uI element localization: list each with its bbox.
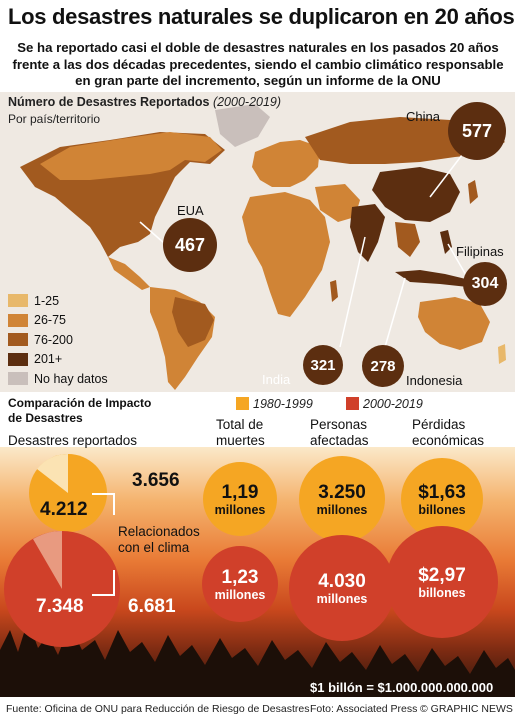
disasters-new-value: 7.348 bbox=[36, 596, 84, 617]
climate-new-value: 6.681 bbox=[128, 596, 176, 617]
affected-header: Personas afectadas bbox=[310, 417, 369, 448]
deaths-header: Total de muertes bbox=[216, 417, 265, 448]
madagascar-shape bbox=[330, 280, 338, 302]
comparison-heading: Comparación de Impacto de Desastres bbox=[8, 396, 152, 425]
legend-period-old: 1980-1999 bbox=[236, 397, 313, 411]
deaths-new-unit: millones bbox=[214, 587, 266, 602]
billion-note: $1 billón = $1.000.000.000.000 bbox=[310, 680, 494, 695]
deaths-old-circle: 1,19 millones bbox=[203, 462, 277, 536]
legend-label: 26-75 bbox=[34, 313, 66, 328]
indonesia-shape bbox=[395, 270, 470, 287]
china-shape bbox=[372, 167, 460, 222]
india-label: India bbox=[262, 372, 291, 387]
map-subheading: Por país/territorio bbox=[8, 112, 101, 126]
southeast-asia-shape bbox=[395, 222, 420, 257]
china-label: China bbox=[406, 109, 440, 124]
japan-shape bbox=[468, 180, 478, 204]
brand-credit: © GRAPHIC NEWS bbox=[420, 703, 513, 715]
footer: Fuente: Oficina de ONU para Reducción de… bbox=[0, 697, 515, 719]
affected-old-circle: 3.250 millones bbox=[299, 456, 385, 542]
affected-old-value: 3.250 bbox=[318, 481, 366, 503]
affected-new-unit: millones bbox=[316, 591, 368, 606]
legend-swatch bbox=[8, 294, 28, 308]
climate-label: Relacionados con el clima bbox=[118, 524, 200, 555]
losses-new-unit: billones bbox=[418, 585, 466, 600]
legend-swatch-new bbox=[346, 397, 359, 410]
forest-silhouette bbox=[0, 620, 515, 697]
india-shape bbox=[350, 204, 385, 262]
legend-label: 201+ bbox=[34, 352, 63, 367]
source-credit: Fuente: Oficina de ONU para Reducción de… bbox=[6, 703, 310, 715]
canada-shape bbox=[40, 132, 222, 180]
losses-new-circle: $2,97 billones bbox=[386, 526, 498, 638]
china-bubble: 577 bbox=[448, 102, 506, 160]
climate-old-value: 3.656 bbox=[132, 470, 180, 491]
usa-bubble: 467 bbox=[163, 218, 217, 272]
legend-label: 76-200 bbox=[34, 332, 73, 347]
legend-item: 26-75 bbox=[8, 311, 108, 331]
world-map bbox=[20, 104, 506, 390]
legend-label: No hay datos bbox=[34, 371, 108, 386]
brazil-shape bbox=[172, 297, 214, 347]
legend-swatch bbox=[8, 313, 28, 327]
legend-swatch bbox=[8, 333, 28, 347]
indonesia-leader-line bbox=[384, 277, 406, 348]
deaths-new-circle: 1,23 millones bbox=[202, 546, 278, 622]
page-title: Los desastres naturales se duplicaron en… bbox=[8, 4, 515, 29]
deaths-new-value: 1,23 bbox=[221, 566, 259, 588]
legend-period-new: 2000-2019 bbox=[346, 397, 423, 411]
pie-old-nonclimate bbox=[37, 453, 68, 493]
legend-item: 1-25 bbox=[8, 291, 108, 311]
indonesia-label: Indonesia bbox=[406, 373, 463, 388]
affected-new-circle: 4.030 millones bbox=[289, 535, 395, 641]
philippines-bubble: 304 bbox=[463, 262, 507, 306]
central-america-shape bbox=[108, 257, 150, 290]
usa-label: EUA bbox=[177, 203, 204, 218]
disasters-old-pie bbox=[29, 453, 107, 532]
new-zealand-shape bbox=[498, 344, 506, 364]
disasters-header: Desastres reportados bbox=[8, 433, 138, 448]
australia-shape bbox=[418, 297, 490, 350]
legend-item: 201+ bbox=[8, 350, 108, 370]
india-bubble: 321 bbox=[303, 345, 343, 385]
africa-shape bbox=[242, 192, 330, 317]
europe-shape bbox=[252, 140, 320, 187]
philippines-label: Filipinas bbox=[456, 244, 504, 259]
legend-label: 1-25 bbox=[34, 293, 60, 308]
greenland-shape bbox=[215, 104, 270, 147]
climate-connector bbox=[92, 493, 115, 596]
map-heading: Número de Desastres Reportados (2000-201… bbox=[8, 95, 282, 109]
photo-credit: Foto: Associated Press bbox=[310, 703, 418, 715]
losses-new-value: $2,97 bbox=[418, 564, 466, 586]
affected-old-unit: millones bbox=[316, 502, 368, 517]
disasters-new-pie bbox=[4, 531, 120, 647]
legend-item: No hay datos bbox=[8, 369, 108, 389]
legend-swatch bbox=[8, 372, 28, 386]
disasters-old-value: 4.212 bbox=[40, 499, 88, 520]
losses-header: Pérdidas económicas bbox=[412, 417, 485, 448]
losses-old-value: $1,63 bbox=[418, 481, 466, 503]
affected-new-value: 4.030 bbox=[318, 570, 366, 592]
map-legend: 1-25 26-75 76-200 201+ No hay datos bbox=[8, 291, 108, 389]
losses-old-unit: billones bbox=[418, 502, 466, 517]
legend-swatch bbox=[8, 352, 28, 366]
legend-swatch-old bbox=[236, 397, 249, 410]
middle-east-shape bbox=[315, 184, 360, 222]
deaths-old-value: 1,19 bbox=[221, 481, 259, 503]
page-subtitle: Se ha reportado casi el doble de desastr… bbox=[12, 40, 504, 88]
pie-new-nonclimate bbox=[33, 531, 62, 589]
philippines-shape bbox=[440, 230, 452, 254]
indonesia-bubble: 278 bbox=[362, 345, 404, 387]
deaths-old-unit: millones bbox=[214, 502, 266, 517]
legend-item: 76-200 bbox=[8, 330, 108, 350]
india-leader-line bbox=[339, 236, 366, 348]
